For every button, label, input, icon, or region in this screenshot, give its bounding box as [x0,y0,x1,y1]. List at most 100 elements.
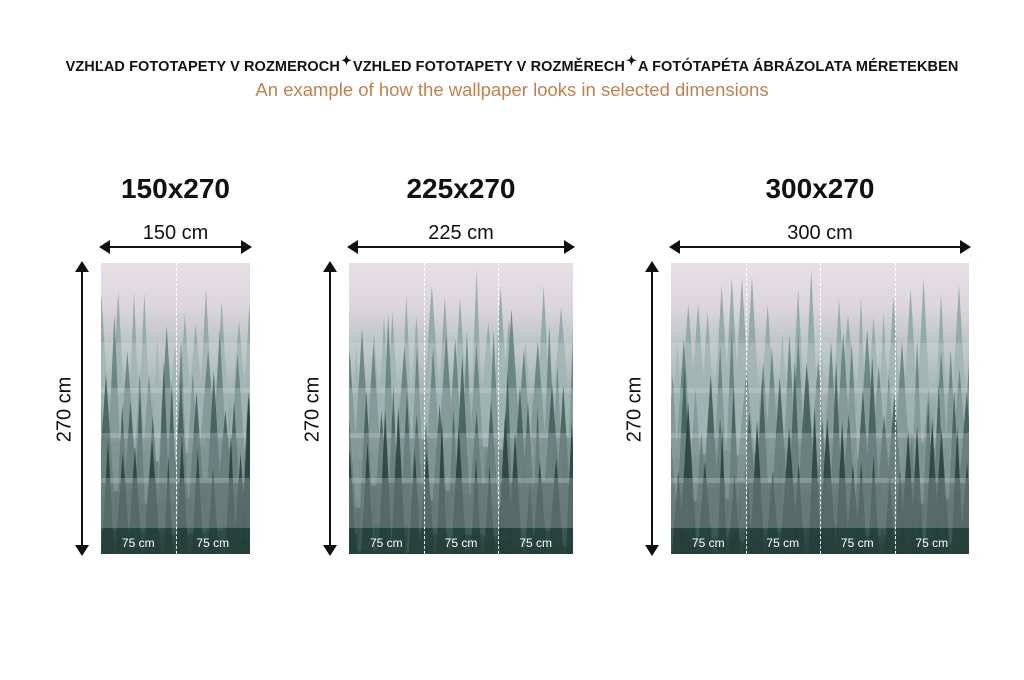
wallpaper-preview: 75 cm 75 cm [101,263,250,554]
tree-shape [419,451,435,554]
tree-shape [765,471,780,554]
strip-width-label: 75 cm [519,536,552,550]
strip-seam [745,263,747,554]
tree-shape [508,431,522,554]
tree-shape [808,407,821,554]
tree-shape [421,285,443,435]
tree-shape [548,457,564,554]
tree-shape [910,425,924,554]
title-cz: VZHLED FOTOTAPETY V ROZMĚRECH [352,59,625,75]
strip-seam [423,263,425,554]
tree-shape [679,402,698,554]
tree-shape [525,481,535,554]
tree-shape [408,450,421,554]
tree-shape [868,455,879,554]
tree-shape [960,460,969,554]
fog-layer [349,478,573,528]
width-label: 300 cm [787,222,853,244]
tree-shape [101,294,110,436]
width-arrow [669,240,971,254]
height-arrow [323,261,337,556]
strip-width-label: 75 cm [196,536,230,550]
tree-shape [901,287,920,434]
wallpaper-preview: 75 cm 75 cm 75 cm [349,263,573,554]
strip-seam [820,263,821,554]
tree-shape [470,457,482,554]
tree-shape [481,400,501,537]
tree-shape [845,463,861,554]
tree-shape [863,356,881,536]
strip-width-label: 75 cm [691,536,725,550]
strip-width-label: 75 cm [766,536,800,550]
tree-shape [175,434,189,554]
tree-shape [951,426,964,554]
sparkle-icon: ✦ [625,53,637,68]
tree-shape [884,475,896,554]
strip-seam [498,263,500,554]
tree-shape [900,430,916,554]
tree-shape [115,452,131,554]
tree-shape [933,428,950,554]
width-arrow [347,240,575,254]
wallpaper-preview: 75 cm 75 cm 75 cm 75 cm [671,263,969,554]
height-label: 270 cm [53,376,76,443]
title-sk: VZHĽAD FOTOTAPETY V ROZMEROCH [65,59,340,75]
strip-seam [175,263,177,554]
tree-shape [163,456,173,554]
tree-shape [520,401,536,532]
tree-shape [207,468,219,554]
tree-shape [497,411,514,554]
tree-shape [349,448,357,554]
tree-shape [835,420,850,554]
width-label: 225 cm [428,222,494,244]
tree-shape [532,461,547,554]
multilingual-title: VZHĽAD FOTOTAPETY V ROZMEROCH✦VZHLED FOT… [0,53,1024,75]
forest-image [349,269,573,554]
tree-shape [910,340,924,501]
tree-shape [749,419,765,554]
strip-width-label: 75 cm [840,536,874,550]
strip-width-label: 75 cm [444,536,478,550]
variant-title: 150x270 [120,173,230,204]
width-label: 150 cm [142,222,209,244]
strip-width-label: 75 cm [121,536,155,550]
tree-shape [779,427,799,554]
tree-shape [400,391,414,527]
tree-shape [240,391,250,554]
tree-shape [127,446,142,554]
tree-shape [855,461,868,554]
height-label: 270 cm [301,376,324,443]
forest-image [671,269,969,554]
subtitle: An example of how the wallpaper looks in… [255,79,769,100]
tree-shape [565,420,573,554]
tree-shape [143,438,161,554]
tree-shape [728,474,741,554]
tree-shape [151,338,164,462]
tree-shape [378,409,392,554]
tree-shape [391,407,406,554]
width-arrow [99,240,252,254]
variant-title: 225x270 [406,173,516,204]
tree-shape [191,449,204,554]
strip-width-label: 75 cm [369,536,403,550]
tree-shape [818,418,837,554]
height-arrow [75,261,89,556]
tree-shape [484,465,495,554]
variant-title: 300x270 [765,173,875,204]
tree-shape [697,461,713,554]
strip-width-label: 75 cm [915,536,949,550]
tree-shape [527,341,549,479]
height-arrow [645,261,659,556]
tree-shape [451,425,467,554]
tree-shape [101,438,115,554]
tree-shape [727,385,740,533]
tree-shape [792,463,805,554]
tree-shape [717,426,727,554]
tree-shape [172,379,189,524]
title-hu: A FOTÓTAPÉTA ÁBRÁZOLATA MÉRETEKBEN [637,59,959,75]
tree-shape [225,432,237,554]
sparkle-icon: ✦ [340,53,352,68]
tree-shape [436,418,448,554]
tree-shape [186,391,207,534]
